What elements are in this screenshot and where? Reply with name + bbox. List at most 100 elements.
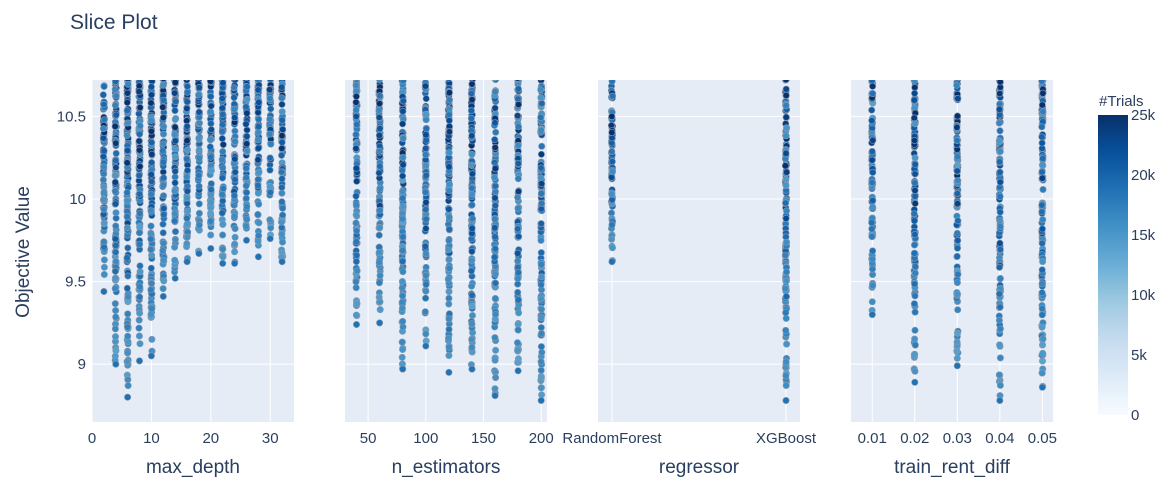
data-point [423,69,429,75]
data-point [208,71,214,77]
column-20 [206,71,215,253]
data-point [422,280,430,288]
data-point [147,264,155,272]
data-point [468,343,476,351]
data-point [183,83,191,91]
data-point [491,224,499,232]
data-point [111,122,119,130]
data-point [196,69,202,75]
data-point [910,217,918,225]
data-point [183,80,191,84]
data-point [445,180,453,188]
data-point [491,385,499,393]
data-point [1039,89,1047,97]
data-point [445,325,453,333]
min-point [207,245,215,253]
min-point [100,287,108,295]
data-point [123,224,131,232]
data-point [954,80,960,82]
points-group [607,80,791,404]
data-point [123,159,131,167]
data-point [148,91,156,99]
data-point [911,280,919,288]
data-point [99,91,107,99]
data-point [278,144,286,152]
data-point [954,217,962,225]
data-point [353,177,361,185]
data-point [376,272,384,280]
data-point [608,235,616,243]
min-point [868,311,876,319]
data-point [782,182,790,190]
data-point [171,217,179,225]
data-point [782,268,790,276]
data-point [254,80,262,83]
x-tick-label: 30 [262,430,279,447]
data-point [782,91,790,99]
data-point [1038,225,1046,233]
data-point [243,95,251,103]
column-0.03 [953,80,962,370]
data-point [537,249,545,257]
y-tick-label: 9 [78,356,86,373]
data-point [911,308,919,316]
data-point [996,245,1004,253]
data-point [124,119,132,127]
data-point [468,71,474,77]
data-point [399,154,407,162]
data-point [99,125,107,133]
data-point [996,239,1004,247]
data-point [112,274,120,282]
data-point [172,73,178,79]
data-point [243,109,251,117]
data-point [278,238,286,246]
data-point [150,80,154,81]
data-point [100,189,108,197]
data-point [135,137,143,145]
data-point [230,84,238,92]
data-point [514,225,522,233]
data-point [137,70,143,76]
min-point [953,362,961,370]
data-point [101,72,107,78]
data-point [111,172,119,180]
data-point [782,113,790,121]
data-point [112,157,120,165]
data-point [996,178,1004,186]
data-point [868,265,876,273]
data-point [101,72,107,78]
data-point [515,70,521,76]
data-point [997,73,1003,79]
data-point [468,282,476,290]
data-point [183,137,191,145]
data-point [242,120,250,128]
data-point [423,73,429,79]
data-point [445,225,453,233]
data-point [171,153,179,161]
data-point [100,220,108,228]
data-point [515,233,523,241]
data-point [869,197,877,205]
data-point [954,306,962,314]
column-180 [513,70,523,375]
data-point [782,326,790,334]
data-point [468,302,476,310]
data-point [399,120,407,128]
data-point [219,174,227,182]
data-point [136,240,144,248]
data-point [112,80,119,85]
data-point [206,143,214,151]
min-point [231,259,239,267]
data-point [953,338,961,346]
data-point [1038,201,1046,209]
data-point [219,69,225,75]
data-point [422,110,430,118]
data-point [514,257,522,265]
data-point [278,151,286,159]
data-point [537,314,545,322]
data-point [910,80,918,84]
data-point [422,95,430,103]
data-point [421,242,429,250]
column-0.05 [1038,80,1047,391]
data-point [172,228,180,236]
